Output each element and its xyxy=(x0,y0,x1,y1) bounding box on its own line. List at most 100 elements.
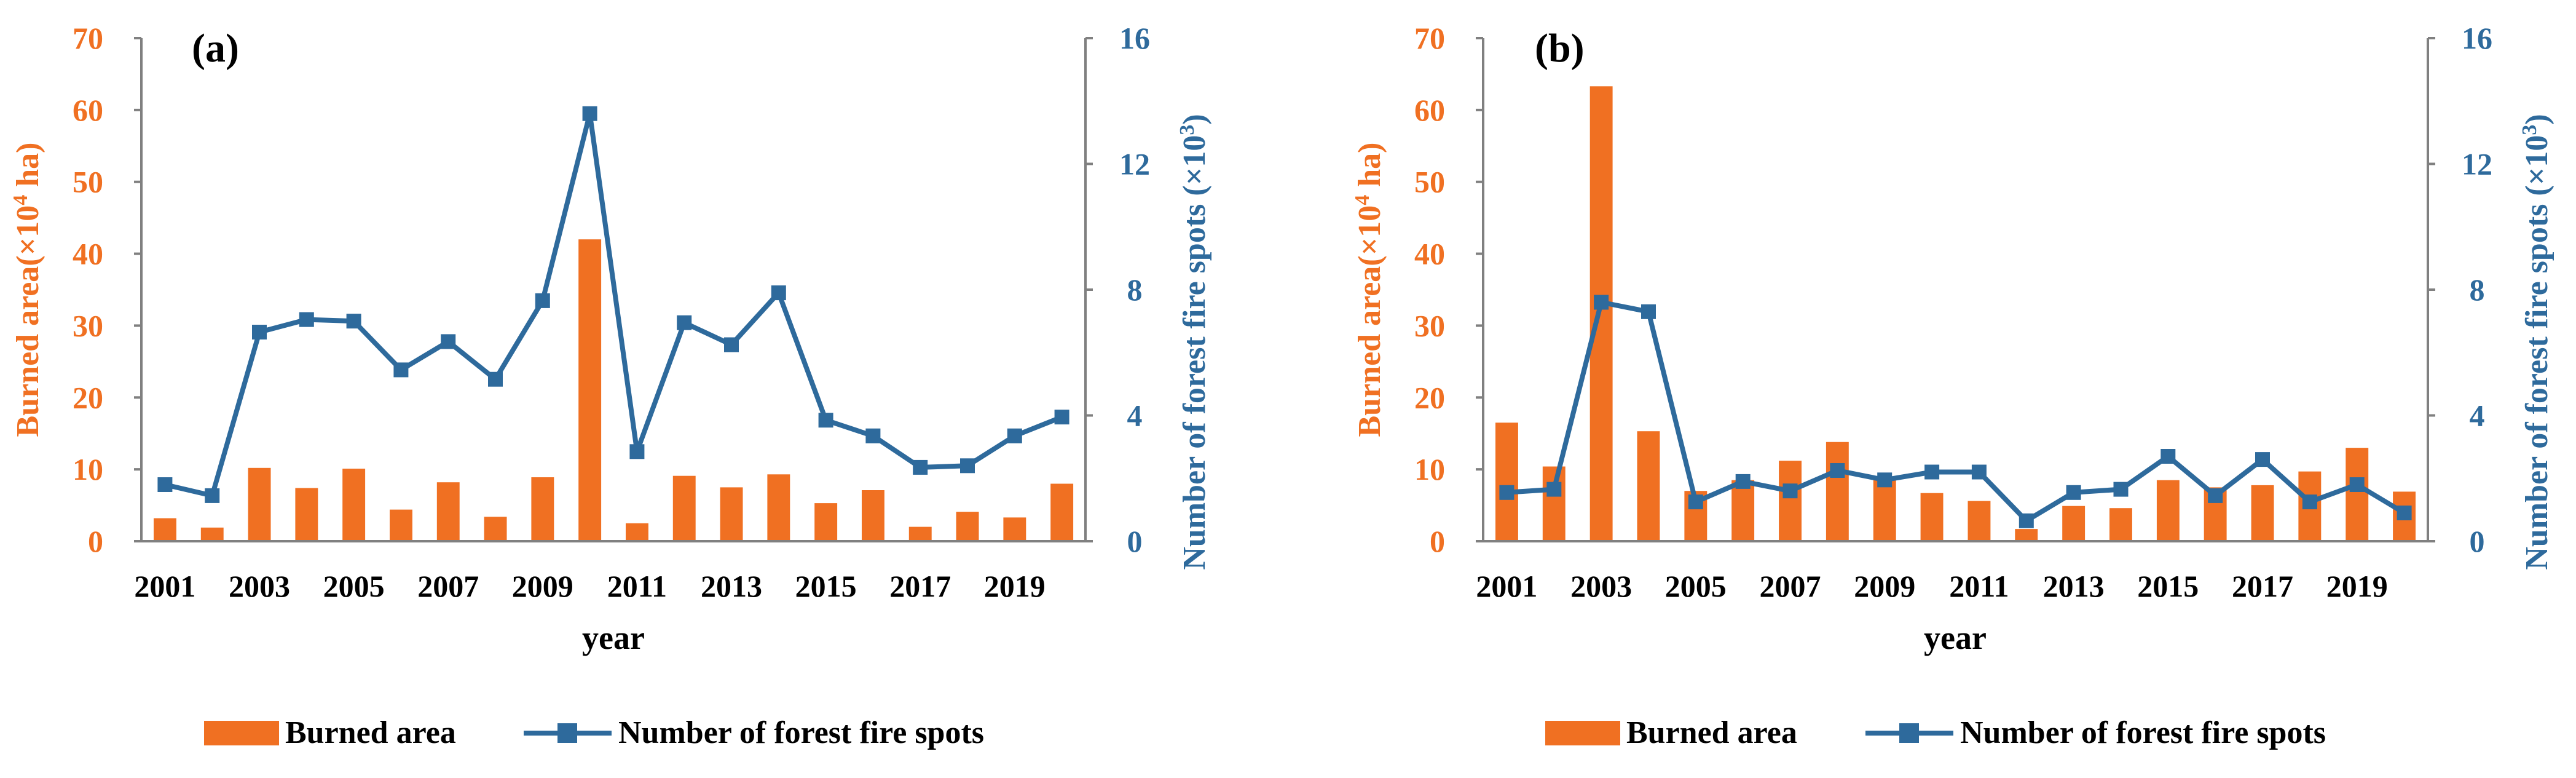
bar-2015 xyxy=(814,503,838,541)
left-axis-ticks: 0 10 20 30 40 50 60 70 xyxy=(73,21,141,558)
legend-burned-area-swatch xyxy=(204,721,279,745)
bar-2002 xyxy=(1542,466,1566,541)
fire-spots-markers xyxy=(157,106,1069,503)
x-tick-label: 2011 xyxy=(1949,569,2009,603)
bar-2004 xyxy=(295,488,318,541)
right-tick-label: 4 xyxy=(2470,399,2485,433)
x-tick-label: 2015 xyxy=(795,569,857,603)
point-2003 xyxy=(1594,295,1609,310)
x-axis-label: year xyxy=(1924,619,1987,656)
bar-2020 xyxy=(1050,483,1074,541)
left-tick-label: 50 xyxy=(73,165,103,199)
legend-fire-spots-label: Number of forest fire spots xyxy=(1960,715,2326,750)
x-tick-label: 2005 xyxy=(323,569,385,603)
x-tick-label: 2017 xyxy=(889,569,951,603)
left-tick-label: 0 xyxy=(88,524,103,558)
left-tick-label: 20 xyxy=(73,380,103,415)
point-2012 xyxy=(677,315,692,330)
point-2007 xyxy=(1782,483,1798,499)
bar-2002 xyxy=(200,527,224,541)
point-2017 xyxy=(2255,452,2270,467)
left-tick-label: 50 xyxy=(1414,165,1445,199)
legend: Burned area Number of forest fire spots xyxy=(1545,715,2326,750)
point-2003 xyxy=(252,325,267,339)
point-2016 xyxy=(865,428,881,443)
legend-fire-spots-label: Number of forest fire spots xyxy=(618,715,984,750)
x-tick-label: 2005 xyxy=(1665,569,1727,603)
bar-2006 xyxy=(1731,480,1755,541)
bar-2009 xyxy=(1873,476,1896,541)
x-axis-label: year xyxy=(582,619,645,656)
panel-a: 0 10 20 30 40 50 60 70 0 4 8 12 16 2001 2003 2005 2007… xyxy=(9,21,1212,750)
fire-spots-polyline xyxy=(1507,300,2406,523)
right-tick-label: 16 xyxy=(1119,21,1150,55)
right-tick-label: 4 xyxy=(1127,399,1143,433)
bar-2008 xyxy=(1826,442,1849,541)
point-2002 xyxy=(205,488,220,503)
bar-2009 xyxy=(531,477,554,541)
point-2005 xyxy=(1688,494,1703,510)
left-axis-ticks: 0 10 20 30 40 50 60 70 xyxy=(1414,21,1483,558)
left-tick-label: 10 xyxy=(73,452,103,486)
point-2020 xyxy=(1054,410,1069,425)
x-tick-label: 2001 xyxy=(134,569,195,603)
panel-label: (a) xyxy=(192,26,239,71)
right-tick-label: 0 xyxy=(2470,524,2485,558)
point-2002 xyxy=(1546,482,1562,497)
burned-area-bars xyxy=(154,239,1074,541)
x-tick-label: 2019 xyxy=(984,569,1046,603)
bar-2013 xyxy=(2062,506,2086,541)
point-2004 xyxy=(299,312,314,327)
x-tick-label: 2001 xyxy=(1476,569,1537,603)
point-2005 xyxy=(346,314,361,329)
point-2015 xyxy=(818,413,833,428)
left-tick-label: 30 xyxy=(1414,308,1445,343)
x-tick-label: 2013 xyxy=(2043,569,2105,603)
fire-spots-polyline xyxy=(164,111,1063,498)
left-tick-label: 40 xyxy=(1414,237,1445,271)
bar-2013 xyxy=(720,487,743,541)
point-2001 xyxy=(1499,485,1514,500)
point-2020 xyxy=(2397,506,2412,520)
x-tick-label: 2017 xyxy=(2232,569,2293,603)
bar-2012 xyxy=(2015,529,2038,541)
right-tick-label: 8 xyxy=(2470,272,2485,307)
point-2012 xyxy=(2019,513,2034,528)
point-2016 xyxy=(2208,488,2223,503)
point-2011 xyxy=(629,444,645,459)
bar-2001 xyxy=(1495,423,1518,541)
x-tick-label: 2003 xyxy=(1570,569,1632,603)
right-tick-label: 8 xyxy=(1127,272,1143,307)
x-tick-label: 2007 xyxy=(1760,569,1821,603)
bar-2018 xyxy=(956,512,979,541)
bar-2016 xyxy=(862,490,884,541)
point-2004 xyxy=(1641,304,1656,319)
right-tick-label: 12 xyxy=(2462,147,2492,181)
x-axis-ticks: 2001 2003 2005 2007 2009 2011 2013 2015 2017 2019 xyxy=(1476,569,2387,603)
point-2019 xyxy=(2349,477,2365,492)
bar-2011 xyxy=(626,523,648,541)
legend-burned-area-label: Burned area xyxy=(285,715,456,750)
point-2019 xyxy=(1007,428,1022,443)
bar-2012 xyxy=(672,475,696,541)
bar-2007 xyxy=(436,482,460,541)
x-tick-label: 2009 xyxy=(1854,569,1915,603)
left-axis-label: Burned area(×104 ha) xyxy=(1351,142,1387,437)
point-2014 xyxy=(771,285,786,301)
left-tick-label: 60 xyxy=(1414,93,1445,127)
point-2018 xyxy=(2302,494,2317,510)
left-tick-label: 70 xyxy=(73,21,103,55)
x-tick-label: 2003 xyxy=(229,569,290,603)
legend-burned-area-swatch xyxy=(1545,721,1620,745)
fire-spots-markers xyxy=(1499,295,2412,528)
fire-spots-line xyxy=(157,106,1069,503)
axes xyxy=(1482,38,2429,542)
bar-2010 xyxy=(578,239,602,541)
right-axis-label: Number of forest fire spots (×103) xyxy=(2518,114,2554,570)
left-tick-label: 40 xyxy=(73,237,103,271)
bar-2005 xyxy=(342,469,366,541)
fire-spots-line xyxy=(1499,295,2412,528)
point-2009 xyxy=(1877,472,1893,488)
legend-fire-spots-marker xyxy=(557,723,577,743)
